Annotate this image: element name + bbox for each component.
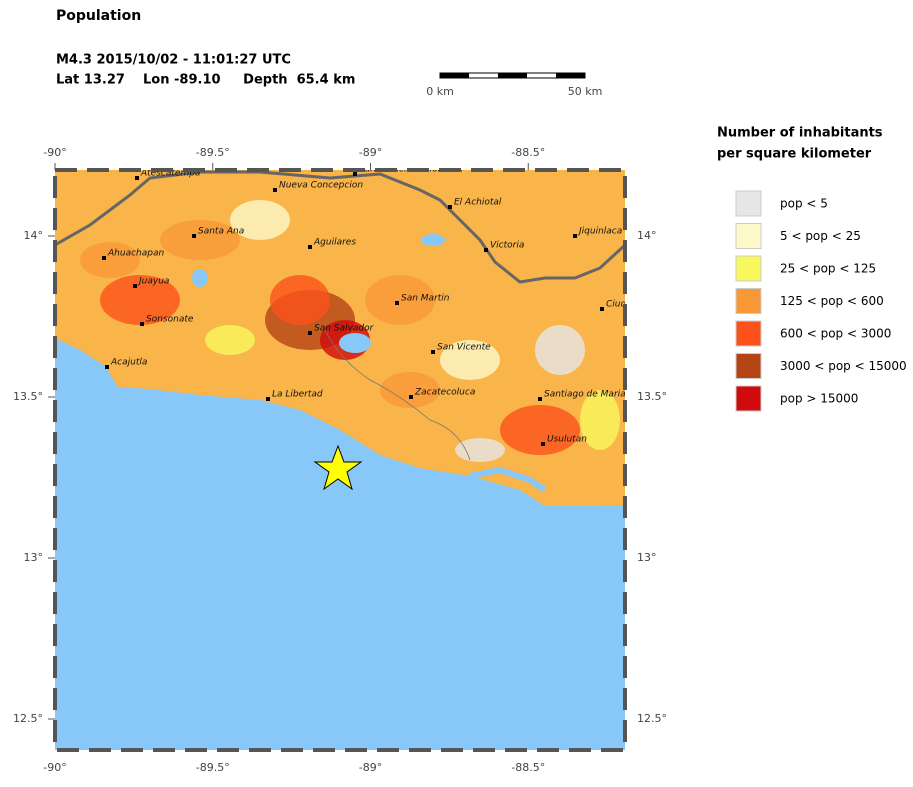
lat-tick-label: 14° <box>637 229 657 242</box>
city-label: Victoria <box>490 241 524 251</box>
legend-title: Number of inhabitants <box>717 126 883 141</box>
city-label: Ahuachapan <box>107 249 164 259</box>
lon-tick-label: -89.5° <box>196 146 230 159</box>
legend-label: 25 < pop < 125 <box>780 262 876 276</box>
legend-label: 5 < pop < 25 <box>780 229 861 243</box>
lat-tick-label: 12.5° <box>13 712 43 725</box>
lon-tick-label: -90° <box>43 146 66 159</box>
city-marker <box>541 442 545 446</box>
city-marker <box>573 234 577 238</box>
lat-tick-label: 13° <box>637 551 657 564</box>
density-area <box>365 275 435 325</box>
city-label: Santa Ana <box>198 227 244 237</box>
lon-tick-label: -88.5° <box>511 761 545 774</box>
lat-tick-label: 14° <box>24 229 44 242</box>
location-info: Lat 13.27 Lon -89.10 Depth 65.4 km <box>56 73 355 88</box>
density-area <box>535 325 585 375</box>
city-marker <box>600 307 604 311</box>
density-area <box>455 438 505 462</box>
title: Population <box>56 8 141 24</box>
density-area <box>500 405 580 455</box>
epicenter <box>313 444 363 491</box>
legend-swatch <box>735 353 762 379</box>
density-area <box>230 200 290 240</box>
legend-swatch <box>735 385 762 412</box>
city-label: Usulutan <box>547 435 587 445</box>
legend-label: 600 < pop < 3000 <box>780 327 891 341</box>
lat-tick-label: 12.5° <box>637 712 667 725</box>
lat-tick-label: 13.5° <box>13 390 43 403</box>
legend-swatch <box>735 190 762 217</box>
legend-label: 125 < pop < 600 <box>780 294 884 308</box>
city-marker <box>133 284 137 288</box>
lon-tick-label: -89° <box>359 146 382 159</box>
city-marker <box>273 188 277 192</box>
city-marker <box>484 248 488 252</box>
scale-end: 50 km <box>568 85 603 98</box>
city-label: El Achiotal <box>454 198 502 208</box>
density-area <box>440 340 500 380</box>
city-label: Juayua <box>137 277 169 287</box>
lat-tick-label: 13.5° <box>637 390 667 403</box>
density-area <box>80 242 140 278</box>
city-label: San Francisco Morazan <box>359 165 463 175</box>
city-label: Sonsonate <box>146 315 194 325</box>
legend-swatch <box>735 255 762 282</box>
legend-swatch <box>735 288 762 314</box>
legend-label: pop > 15000 <box>780 392 858 406</box>
city-marker <box>308 245 312 249</box>
legend-swatch <box>735 320 762 347</box>
lon-tick-label: -90° <box>43 761 66 774</box>
city-label: Santiago de Maria <box>544 390 626 400</box>
event-info: M4.3 2015/10/02 - 11:01:27 UTC <box>56 53 291 68</box>
city-label: Ciudad <box>606 300 638 310</box>
density-area <box>160 220 240 260</box>
city-marker <box>140 322 144 326</box>
city-label: San Vicente <box>437 343 491 353</box>
city-marker <box>102 256 106 260</box>
city-marker <box>135 176 139 180</box>
city-label: San Salvador <box>314 324 375 334</box>
city-label: La Libertad <box>272 390 323 400</box>
density-area <box>205 325 255 355</box>
city-label: Zacatecoluca <box>414 388 475 398</box>
city-label: San Martin <box>401 294 450 304</box>
city-marker <box>308 331 312 335</box>
city-label: Acajutla <box>110 358 147 368</box>
lon-tick-label: -89.5° <box>196 761 230 774</box>
density-area <box>380 372 440 408</box>
city-marker <box>395 301 399 305</box>
city-label: Aguilares <box>313 238 356 248</box>
density-area <box>580 390 620 450</box>
legend-label: 3000 < pop < 15000 <box>780 359 907 373</box>
city-marker <box>192 234 196 238</box>
lat-tick-label: 13° <box>24 551 44 564</box>
density-area <box>270 275 330 325</box>
scale-start: 0 km <box>426 85 454 98</box>
legend-swatch <box>735 223 762 249</box>
city-label: Atescatempa <box>140 169 200 179</box>
city-marker <box>353 172 357 176</box>
lon-tick-label: -88.5° <box>511 146 545 159</box>
lon-tick-label: -89° <box>359 761 382 774</box>
density-area <box>100 275 180 325</box>
city-marker <box>266 397 270 401</box>
city-label: Nueva Concepcion <box>279 181 363 191</box>
city-marker <box>538 397 542 401</box>
city-marker <box>409 395 413 399</box>
city-label: Jiquinlaca <box>577 227 622 237</box>
scale-bar: 0 km 50 km <box>426 72 603 98</box>
city-marker <box>105 365 109 369</box>
city-marker <box>431 350 435 354</box>
legend-title: per square kilometer <box>717 147 872 162</box>
map: Atescatempa San Francisco Morazan Nueva Co… <box>55 165 638 750</box>
city-marker <box>448 205 452 209</box>
legend-label: pop < 5 <box>780 197 828 211</box>
